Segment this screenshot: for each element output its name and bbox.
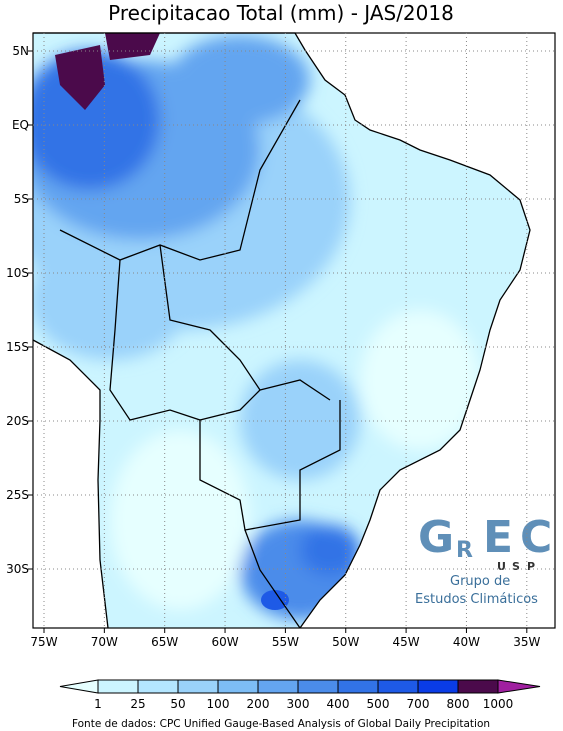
lon-label: 65W (151, 635, 178, 649)
lon-label: 35W (513, 635, 540, 649)
lat-label: 25S (6, 488, 29, 502)
colorbar-label: 100 (207, 697, 230, 711)
colorbar-box (417, 679, 459, 694)
lat-label: 30S (6, 562, 29, 576)
borders (32, 32, 531, 629)
colorbar-label: 500 (367, 697, 390, 711)
lat-label: EQ (12, 118, 29, 132)
colorbar-label: 200 (247, 697, 270, 711)
colorbar-label: 800 (447, 697, 470, 711)
lon-label: 55W (272, 635, 299, 649)
logo-usp: S (512, 560, 520, 573)
lat-label: 5S (14, 192, 29, 206)
lat-label: 5N (12, 44, 29, 58)
colorbar-box (377, 679, 419, 694)
logo-letter: G (418, 512, 454, 563)
logo-line1: Grupo de (450, 574, 510, 589)
lon-label: 50W (332, 635, 359, 649)
logo: G R E C U S P Grupo de Estudos Climático… (415, 512, 552, 607)
lon-label: 70W (91, 635, 118, 649)
logo-line2: Estudos Climáticos (415, 592, 538, 607)
colorbar-label: 1 (94, 697, 102, 711)
colorbar-box (257, 679, 299, 694)
logo-letter: E (483, 512, 513, 563)
lat-label: 15S (6, 340, 29, 354)
precip-field (33, 33, 530, 628)
colorbar-label: 25 (130, 697, 145, 711)
colorbar-box (137, 679, 179, 694)
colorbar-label: 700 (407, 697, 430, 711)
lat-label: 10S (6, 266, 29, 280)
map-frame (32, 32, 556, 629)
colorbar-box (177, 679, 219, 694)
logo-letter: C (520, 512, 552, 563)
logo-usp: P (527, 560, 535, 573)
colorbar-under (59, 679, 99, 694)
colorbar-label: 50 (170, 697, 185, 711)
lon-label: 45W (393, 635, 420, 649)
logo-letter: R (456, 538, 473, 563)
colorbar-box (337, 679, 379, 694)
colorbar-box (97, 679, 139, 694)
map-title: Precipitacao Total (mm) - JAS/2018 (108, 1, 454, 25)
colorbar-label: 400 (327, 697, 350, 711)
colorbar-label: 1000 (483, 697, 514, 711)
lat-label: 20S (6, 414, 29, 428)
lon-label: 60W (211, 635, 238, 649)
colorbar-box (457, 679, 499, 694)
colorbar-label: 300 (287, 697, 310, 711)
colorbar-box (297, 679, 339, 694)
footer: Fonte de dados: CPC Unified Gauge-Based … (72, 718, 490, 730)
colorbar-over (497, 679, 541, 694)
logo-usp: U (497, 560, 506, 573)
colorbar-box (217, 679, 259, 694)
lon-label: 75W (30, 635, 57, 649)
lon-label: 40W (453, 635, 480, 649)
